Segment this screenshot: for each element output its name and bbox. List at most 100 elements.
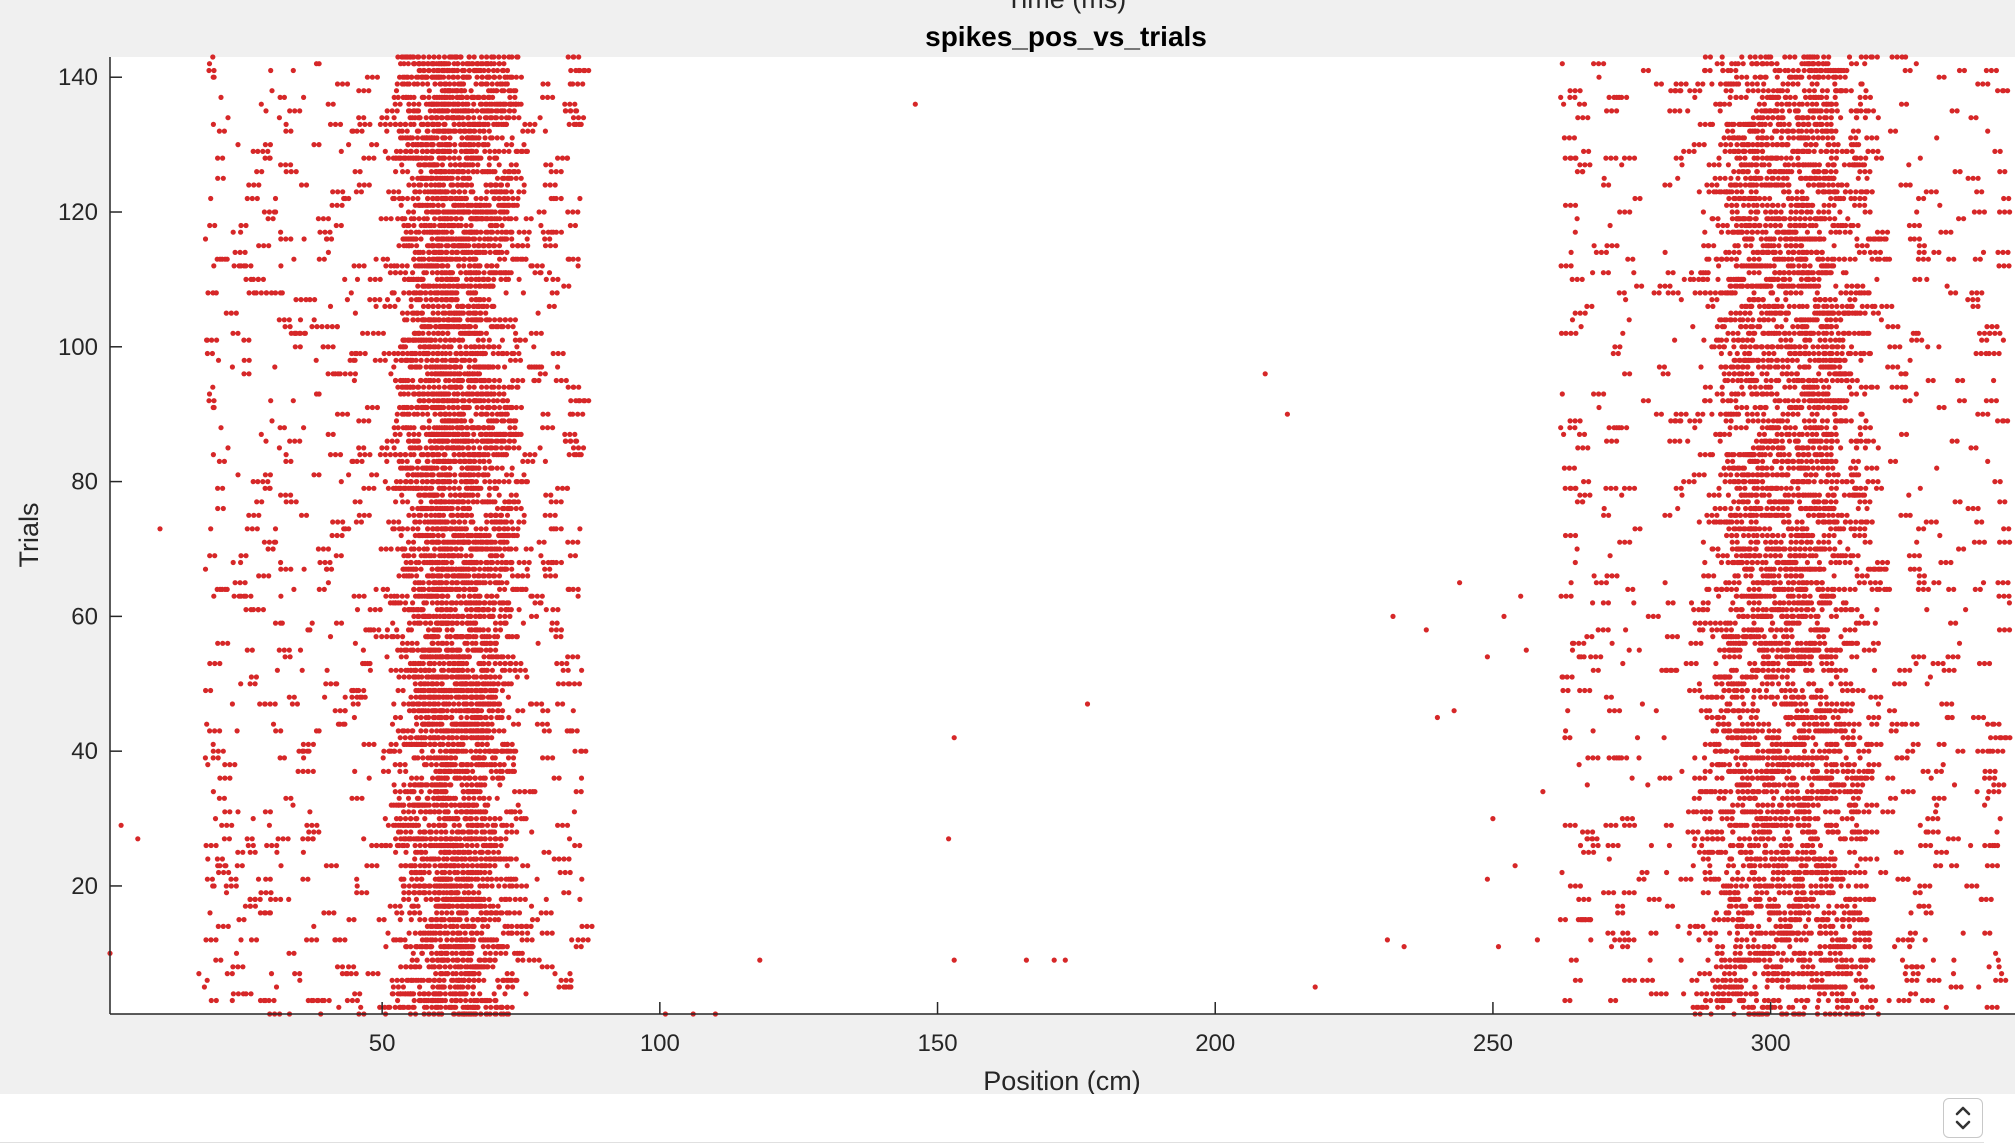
spike-point <box>451 728 457 734</box>
spike-point <box>1844 687 1851 694</box>
spike-point <box>429 964 435 970</box>
spike-point <box>584 923 590 930</box>
spike-point <box>1737 822 1743 828</box>
spike-point <box>399 977 405 983</box>
spike-point <box>541 728 547 734</box>
spike-point <box>479 721 485 727</box>
spike-point <box>1769 660 1775 667</box>
spike-point <box>431 735 438 741</box>
spike-point <box>409 876 415 882</box>
spike-point <box>1835 714 1841 721</box>
spike-point <box>486 896 492 903</box>
spike-point <box>392 903 398 909</box>
spike-point <box>1764 883 1770 889</box>
spike-point <box>1648 991 1654 997</box>
spike-point <box>387 748 393 754</box>
spike-point <box>1690 863 1696 869</box>
spike-point <box>1930 957 1936 963</box>
spike-point <box>1774 789 1780 795</box>
spike-point <box>1849 741 1855 748</box>
spike-point <box>1832 950 1838 956</box>
spike-point <box>1800 775 1806 781</box>
spike-point <box>449 890 455 896</box>
spike-point <box>1935 829 1941 835</box>
spike-point <box>1755 775 1761 781</box>
spike-point <box>430 775 436 781</box>
spike-point <box>477 687 483 694</box>
spike-point <box>503 876 509 882</box>
spike-point <box>401 890 407 896</box>
spike-point <box>519 930 525 936</box>
spike-point <box>1760 654 1767 660</box>
spike-point <box>509 971 515 977</box>
spike-point <box>1991 789 1997 795</box>
spike-point <box>1829 829 1835 835</box>
spike-point <box>297 977 303 983</box>
spike-point <box>364 863 370 869</box>
spike-point <box>252 896 258 903</box>
spike-point <box>1772 896 1778 903</box>
spike-point <box>1835 829 1841 835</box>
spike-point <box>413 964 419 970</box>
spike-point <box>1781 890 1787 896</box>
spike-point <box>431 822 437 828</box>
spike-point <box>445 654 452 660</box>
spike-point <box>1752 795 1758 801</box>
spike-point <box>470 917 476 923</box>
spike-point <box>487 762 493 768</box>
spike-point <box>437 741 443 748</box>
spike-point <box>422 917 428 923</box>
spike-point <box>1796 809 1802 815</box>
spike-point <box>1697 971 1703 977</box>
spike-point <box>1625 944 1631 950</box>
spike-point <box>452 816 458 822</box>
spike-point <box>491 849 497 855</box>
spike-point <box>300 849 306 855</box>
spike-point <box>1798 997 1805 1004</box>
spike-point <box>397 762 403 768</box>
spike-point <box>1845 768 1851 775</box>
spike-point <box>1814 755 1820 761</box>
spike-point <box>1850 735 1856 741</box>
spike-point <box>1696 795 1702 801</box>
spike-point <box>1869 775 1875 781</box>
spike-point <box>2000 748 2006 754</box>
spike-point <box>435 674 441 680</box>
spike-point <box>1754 816 1760 822</box>
spike-point <box>1794 795 1800 801</box>
spike-point <box>1780 977 1786 983</box>
spike-point <box>1719 836 1725 842</box>
spike-point <box>1720 944 1726 950</box>
spike-point <box>1587 687 1593 694</box>
spike-point <box>443 762 449 768</box>
spike-point <box>431 755 437 761</box>
spike-point <box>383 944 389 950</box>
spike-point <box>429 950 435 956</box>
spike-point <box>1822 809 1829 815</box>
spike-point <box>398 654 404 660</box>
spike-point <box>1559 674 1565 680</box>
spike-point <box>415 708 421 714</box>
spike-point <box>1780 856 1787 862</box>
spike-point <box>474 930 480 936</box>
spike-point <box>392 789 398 795</box>
spike-point <box>450 991 456 997</box>
spike-point <box>1793 903 1799 909</box>
spike-point <box>307 809 313 815</box>
spike-point <box>204 876 210 882</box>
spike-point <box>450 795 457 801</box>
spike-point <box>1919 997 1926 1004</box>
spike-point <box>434 923 440 930</box>
spike-point <box>564 660 570 667</box>
spike-point <box>1778 842 1784 849</box>
spike-point <box>539 701 545 707</box>
spike-point <box>1766 917 1772 923</box>
spike-point <box>559 660 565 667</box>
spike-point <box>1841 910 1847 916</box>
spike-point <box>1795 762 1801 768</box>
spike-point <box>397 768 403 775</box>
spike-point <box>1787 701 1793 707</box>
spike-point <box>426 869 432 876</box>
spike-point <box>1775 748 1781 754</box>
spike-point <box>564 822 571 828</box>
